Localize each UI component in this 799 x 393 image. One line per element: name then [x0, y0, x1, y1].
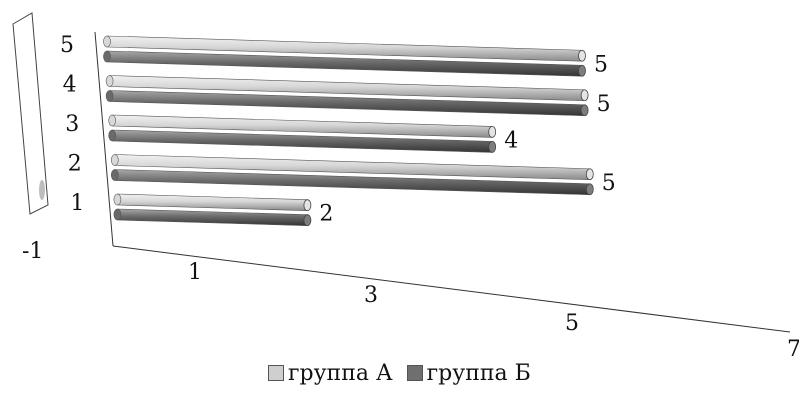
category-label: 5 [60, 33, 74, 58]
bar-cap-group-a [578, 49, 586, 62]
bar-base-group-a [111, 154, 119, 166]
data-label: 5 [602, 171, 616, 196]
legend-label-group-a: группа А [288, 360, 393, 386]
legend-item-group-b: группа Б [406, 360, 531, 386]
bar-group-a [117, 193, 308, 212]
legend-label-group-b: группа Б [426, 360, 531, 386]
back-wall-mark [39, 180, 45, 200]
floor-axis-line [112, 245, 791, 333]
bar-cap-group-a [303, 199, 312, 212]
data-label: 5 [597, 92, 611, 117]
bar-base-group-b [108, 129, 116, 142]
category-label: 4 [63, 73, 77, 98]
bar-base-group-b [105, 90, 114, 102]
bar-cap-group-b [488, 140, 497, 153]
bar-cap-group-b [303, 214, 312, 227]
bar-base-group-b [113, 208, 122, 221]
value-axis-tick-label: 5 [565, 311, 579, 336]
bar-cap-group-b [585, 183, 594, 196]
value-axis-tick-label: 3 [364, 283, 378, 308]
bar-cap-group-a [585, 168, 594, 181]
data-label: 2 [319, 202, 333, 227]
data-label: 4 [504, 128, 518, 153]
bar-base-group-b [103, 50, 111, 63]
bar-cap-group-b [578, 64, 586, 77]
bar-base-group-a [108, 114, 116, 127]
bar-cap-group-a [488, 125, 497, 138]
bar-base-group-a [113, 193, 122, 206]
value-axis-tick-label: 1 [188, 260, 202, 285]
value-axis-tick-label: -1 [22, 239, 43, 264]
wall-axis-line [94, 31, 114, 247]
legend-swatch-group-b [406, 365, 423, 381]
category-label: 2 [68, 152, 82, 177]
category-label: 3 [65, 112, 79, 137]
bar-base-group-a [103, 35, 111, 48]
bar-base-group-b [111, 169, 119, 181]
legend-swatch-group-a [268, 365, 284, 381]
back-wall [12, 12, 49, 215]
legend-item-group-a: группа А [268, 361, 393, 386]
bar-cap-group-a [580, 89, 589, 102]
category-label: 1 [70, 191, 84, 216]
value-axis-tick-label: 7 [787, 337, 799, 362]
data-label: 5 [594, 52, 608, 77]
chart-legend: группа А группа Б [268, 360, 531, 386]
bar-base-group-a [105, 75, 114, 87]
bar-group-b [117, 208, 308, 227]
bar-cap-group-b [580, 104, 589, 117]
